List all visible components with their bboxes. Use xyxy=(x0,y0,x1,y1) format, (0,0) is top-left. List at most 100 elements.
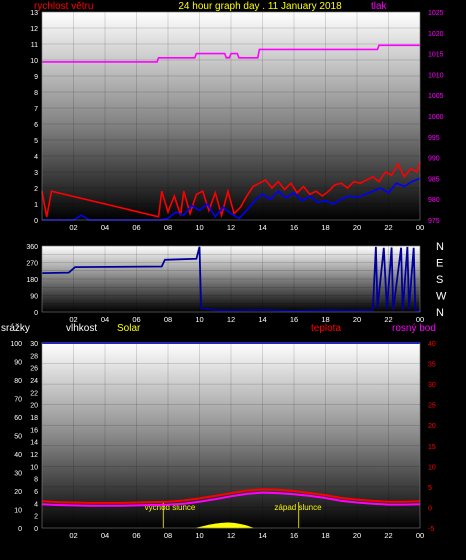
panel3-x-tick-label: 04 xyxy=(101,531,109,540)
panel2-x-tick-label: 22 xyxy=(384,315,392,324)
panel3-frame xyxy=(41,342,421,529)
compass-tick-label: W xyxy=(436,291,447,303)
precipitation-tick-label: 24 xyxy=(30,378,38,385)
precipitation-tick-label: 20 xyxy=(30,403,38,410)
precipitation-tick-label: 8 xyxy=(34,477,38,484)
precipitation-tick-label: 6 xyxy=(34,489,38,496)
panel1-x-tick-label: 08 xyxy=(164,223,172,232)
panel1-x-tick-label: 12 xyxy=(227,223,235,232)
humidity-tick-label: 60 xyxy=(14,415,22,422)
pressure-tick-label: 995 xyxy=(428,135,440,142)
wind-speed-tick-label: 7 xyxy=(34,106,38,113)
precipitation-tick-label: 18 xyxy=(30,415,38,422)
chart-marks: 02 04 06 08 10 12 14 16 18 20 22 000123456789101112… xyxy=(10,10,447,540)
pressure-tick-label: 975 xyxy=(428,218,440,225)
dewpoint-axis-label: rosný bod xyxy=(392,323,436,334)
panel1-x-tick-label: 06 xyxy=(132,223,140,232)
humidity-tick-label: 100 xyxy=(10,341,22,348)
temperature-tick-label: -5 xyxy=(428,526,434,533)
panel1-x-tick-label: 16 xyxy=(290,223,298,232)
panel3-x-tick-label: 14 xyxy=(258,531,266,540)
temperature-tick-label: 20 xyxy=(428,423,436,430)
panel3-x-tick-label: 00 xyxy=(416,531,424,540)
panel1-x-tick-label: 22 xyxy=(384,223,392,232)
humidity-tick-label: 20 xyxy=(14,489,22,496)
precipitation-tick-label: 26 xyxy=(30,366,38,373)
wind-speed-tick-label: 5 xyxy=(34,138,38,145)
panel2-x-tick-label: 06 xyxy=(132,315,140,324)
pressure-tick-label: 980 xyxy=(428,197,440,204)
temperature-line xyxy=(41,488,421,504)
panel2-x-tick-label: 00 xyxy=(416,315,424,324)
panel3-x-tick-label: 22 xyxy=(384,531,392,540)
panel2-frame xyxy=(41,245,421,313)
wind-speed-tick-label: 4 xyxy=(34,154,38,161)
humidity-tick-label: 30 xyxy=(14,471,22,478)
gust-line xyxy=(42,177,421,221)
solar-area xyxy=(196,522,254,529)
precipitation-tick-label: 4 xyxy=(34,501,38,508)
panel1-x-tick-label: 20 xyxy=(353,223,361,232)
compass-tick-label: N xyxy=(436,307,444,319)
precipitation-tick-label: 0 xyxy=(34,526,38,533)
wind-direction-line xyxy=(41,246,421,313)
temperature-tick-label: 30 xyxy=(428,382,436,389)
wind-speed-tick-label: 11 xyxy=(31,42,38,49)
wind-speed-tick-label: 2 xyxy=(34,186,38,193)
temperature-tick-label: 40 xyxy=(428,341,436,348)
pressure-tick-label: 1000 xyxy=(428,114,444,121)
panel2-x-tick-label: 16 xyxy=(290,315,298,324)
wind-speed-tick-label: 12 xyxy=(30,26,38,33)
panel2-x-tick-label: 04 xyxy=(101,315,109,324)
panel1-x-tick-label: 00 xyxy=(416,223,424,232)
direction-tick-label: 360 xyxy=(26,244,38,251)
panel3-x-tick-label: 06 xyxy=(132,531,140,540)
panel1-x-tick-label: 04 xyxy=(101,223,109,232)
temperature-tick-label: 0 xyxy=(428,505,432,512)
temperature-tick-label: 25 xyxy=(428,403,436,410)
compass-tick-label: N xyxy=(436,241,444,253)
compass-tick-label: E xyxy=(436,258,443,270)
panel1-x-tick-label: 02 xyxy=(69,223,77,232)
panel2-x-tick-label: 14 xyxy=(258,315,266,324)
precipitation-tick-label: 30 xyxy=(30,341,38,348)
temperature-axis-label: teplota xyxy=(311,323,341,334)
direction-tick-label: 270 xyxy=(26,261,38,268)
panel2-plot-area xyxy=(42,246,420,312)
panel1-x-tick-label: 18 xyxy=(321,223,329,232)
humidity-tick-label: 80 xyxy=(14,378,22,385)
wind-speed-tick-label: 8 xyxy=(34,90,38,97)
pressure-tick-label: 1015 xyxy=(428,52,444,59)
panel2-x-tick-label: 12 xyxy=(227,315,235,324)
pressure-tick-label: 1025 xyxy=(428,10,444,17)
precipitation-tick-label: 2 xyxy=(34,514,38,521)
precipitation-tick-label: 28 xyxy=(30,353,38,360)
solar-axis-label: Solar xyxy=(117,323,141,334)
precipitation-tick-label: 14 xyxy=(30,440,38,447)
temperature-tick-label: 5 xyxy=(428,485,432,492)
panel3-x-tick-label: 12 xyxy=(227,531,235,540)
humidity-tick-label: 70 xyxy=(14,397,22,404)
panel3-x-tick-label: 10 xyxy=(195,531,203,540)
panel3-x-tick-label: 18 xyxy=(321,531,329,540)
wind-speed-tick-label: 9 xyxy=(34,74,38,81)
humidity-tick-label: 10 xyxy=(14,508,22,515)
panel3-x-tick-label: 08 xyxy=(164,531,172,540)
wind-speed-tick-label: 10 xyxy=(30,58,38,65)
pressure-tick-label: 985 xyxy=(428,176,440,183)
humidity-axis-label: vlhkost xyxy=(66,323,97,334)
humidity-tick-label: 0 xyxy=(18,526,22,533)
precipitation-tick-label: 10 xyxy=(30,464,38,471)
precipitation-tick-label: 16 xyxy=(30,427,38,434)
pressure-tick-label: 990 xyxy=(428,156,440,163)
wind-speed-tick-label: 3 xyxy=(34,170,38,177)
panel1-x-tick-label: 14 xyxy=(258,223,266,232)
panel3-x-tick-label: 16 xyxy=(290,531,298,540)
humidity-tick-label: 90 xyxy=(14,360,22,367)
panel2-x-tick-label: 18 xyxy=(321,315,329,324)
humidity-tick-label: 50 xyxy=(14,434,22,441)
panel1-x-tick-label: 10 xyxy=(195,223,203,232)
pressure-tick-label: 1010 xyxy=(428,72,444,79)
